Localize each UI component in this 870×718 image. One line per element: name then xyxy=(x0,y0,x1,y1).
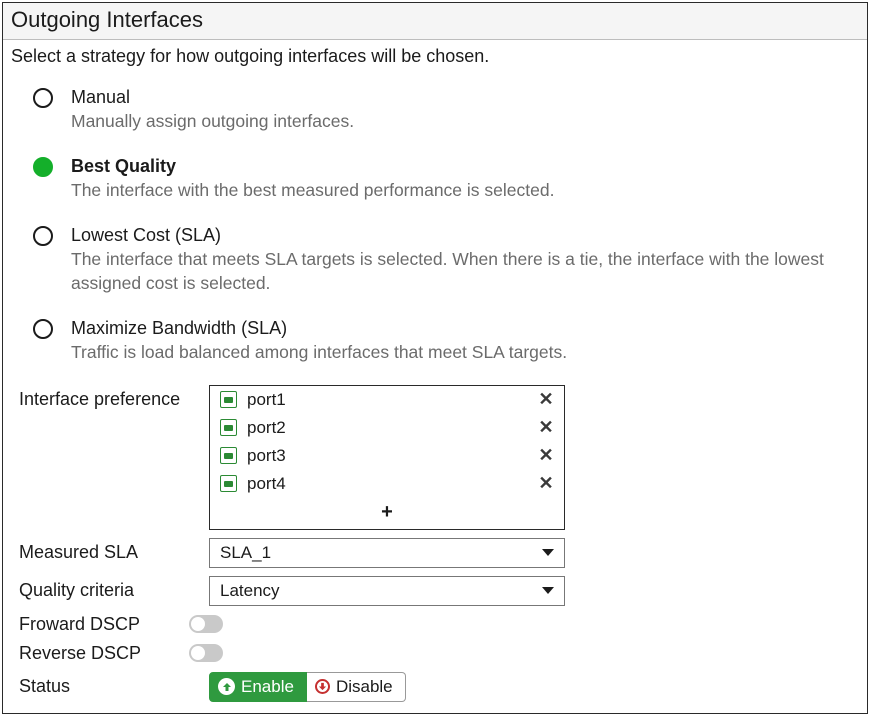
status-enable-label: Enable xyxy=(241,677,294,697)
radio-icon xyxy=(33,88,53,108)
radio-icon xyxy=(33,157,53,177)
interface-name: port1 xyxy=(247,390,536,410)
status-disable-button[interactable]: Disable xyxy=(307,672,406,702)
add-interface-button[interactable]: + xyxy=(210,498,564,529)
arrow-up-icon xyxy=(218,678,235,695)
strategy-text: Lowest Cost (SLA)The interface that meet… xyxy=(71,223,841,296)
interface-name: port3 xyxy=(247,446,536,466)
strategy-text: ManualManually assign outgoing interface… xyxy=(71,85,354,134)
interface-preference-list: port1✕port2✕port3✕port4✕ + xyxy=(209,385,565,530)
label-interface-preference: Interface preference xyxy=(19,385,209,410)
strategy-option-lowest_cost[interactable]: Lowest Cost (SLA)The interface that meet… xyxy=(33,223,859,296)
strategy-description: The interface with the best measured per… xyxy=(71,178,554,203)
strategy-title: Best Quality xyxy=(71,154,554,178)
measured-sla-select[interactable]: SLA_1 xyxy=(209,538,565,568)
interface-row: port2✕ xyxy=(210,414,564,442)
label-measured-sla: Measured SLA xyxy=(19,542,209,563)
strategy-title: Maximize Bandwidth (SLA) xyxy=(71,316,567,340)
remove-interface-button[interactable]: ✕ xyxy=(536,417,556,438)
radio-icon xyxy=(33,319,53,339)
strategy-description: The interface that meets SLA targets is … xyxy=(71,247,841,296)
row-quality-criteria: Quality criteria Latency xyxy=(19,576,859,606)
strategy-description: Manually assign outgoing interfaces. xyxy=(71,109,354,134)
port-icon xyxy=(220,391,237,408)
row-interface-preference: Interface preference port1✕port2✕port3✕p… xyxy=(19,385,859,530)
strategy-title: Lowest Cost (SLA) xyxy=(71,223,841,247)
strategy-text: Best QualityThe interface with the best … xyxy=(71,154,554,203)
strategy-option-manual[interactable]: ManualManually assign outgoing interface… xyxy=(33,85,859,134)
interface-row: port3✕ xyxy=(210,442,564,470)
forward-dscp-toggle[interactable] xyxy=(189,615,223,633)
config-form: Interface preference port1✕port2✕port3✕p… xyxy=(11,385,859,702)
status-enable-button[interactable]: Enable xyxy=(209,672,307,702)
status-disable-label: Disable xyxy=(336,677,393,697)
panel-title: Outgoing Interfaces xyxy=(3,3,867,40)
interface-name: port4 xyxy=(247,474,536,494)
label-quality-criteria: Quality criteria xyxy=(19,580,209,601)
strategy-description: Traffic is load balanced among interface… xyxy=(71,340,567,365)
remove-interface-button[interactable]: ✕ xyxy=(536,445,556,466)
strategy-radio-group: ManualManually assign outgoing interface… xyxy=(11,85,859,365)
strategy-title: Manual xyxy=(71,85,354,109)
interface-row: port4✕ xyxy=(210,470,564,498)
label-forward-dscp: Froward DSCP xyxy=(19,614,189,635)
port-icon xyxy=(220,447,237,464)
port-icon xyxy=(220,475,237,492)
quality-criteria-value: Latency xyxy=(220,581,280,601)
label-reverse-dscp: Reverse DSCP xyxy=(19,643,189,664)
remove-interface-button[interactable]: ✕ xyxy=(536,473,556,494)
outgoing-interfaces-panel: Outgoing Interfaces Select a strategy fo… xyxy=(2,2,868,714)
status-segmented-control: Enable Disable xyxy=(209,672,406,702)
row-status: Status Enable Disable xyxy=(19,672,859,702)
remove-interface-button[interactable]: ✕ xyxy=(536,389,556,410)
chevron-down-icon xyxy=(542,587,554,594)
label-status: Status xyxy=(19,676,209,697)
port-icon xyxy=(220,419,237,436)
radio-icon xyxy=(33,226,53,246)
row-forward-dscp: Froward DSCP xyxy=(19,614,859,635)
panel-body: Select a strategy for how outgoing inter… xyxy=(3,40,867,710)
quality-criteria-select[interactable]: Latency xyxy=(209,576,565,606)
strategy-text: Maximize Bandwidth (SLA)Traffic is load … xyxy=(71,316,567,365)
measured-sla-value: SLA_1 xyxy=(220,543,271,563)
strategy-option-max_bandwidth[interactable]: Maximize Bandwidth (SLA)Traffic is load … xyxy=(33,316,859,365)
reverse-dscp-toggle[interactable] xyxy=(189,644,223,662)
arrow-down-icon xyxy=(315,679,330,694)
panel-subtitle: Select a strategy for how outgoing inter… xyxy=(11,46,859,67)
row-measured-sla: Measured SLA SLA_1 xyxy=(19,538,859,568)
interface-row: port1✕ xyxy=(210,386,564,414)
strategy-option-best_quality[interactable]: Best QualityThe interface with the best … xyxy=(33,154,859,203)
chevron-down-icon xyxy=(542,549,554,556)
row-reverse-dscp: Reverse DSCP xyxy=(19,643,859,664)
interface-name: port2 xyxy=(247,418,536,438)
